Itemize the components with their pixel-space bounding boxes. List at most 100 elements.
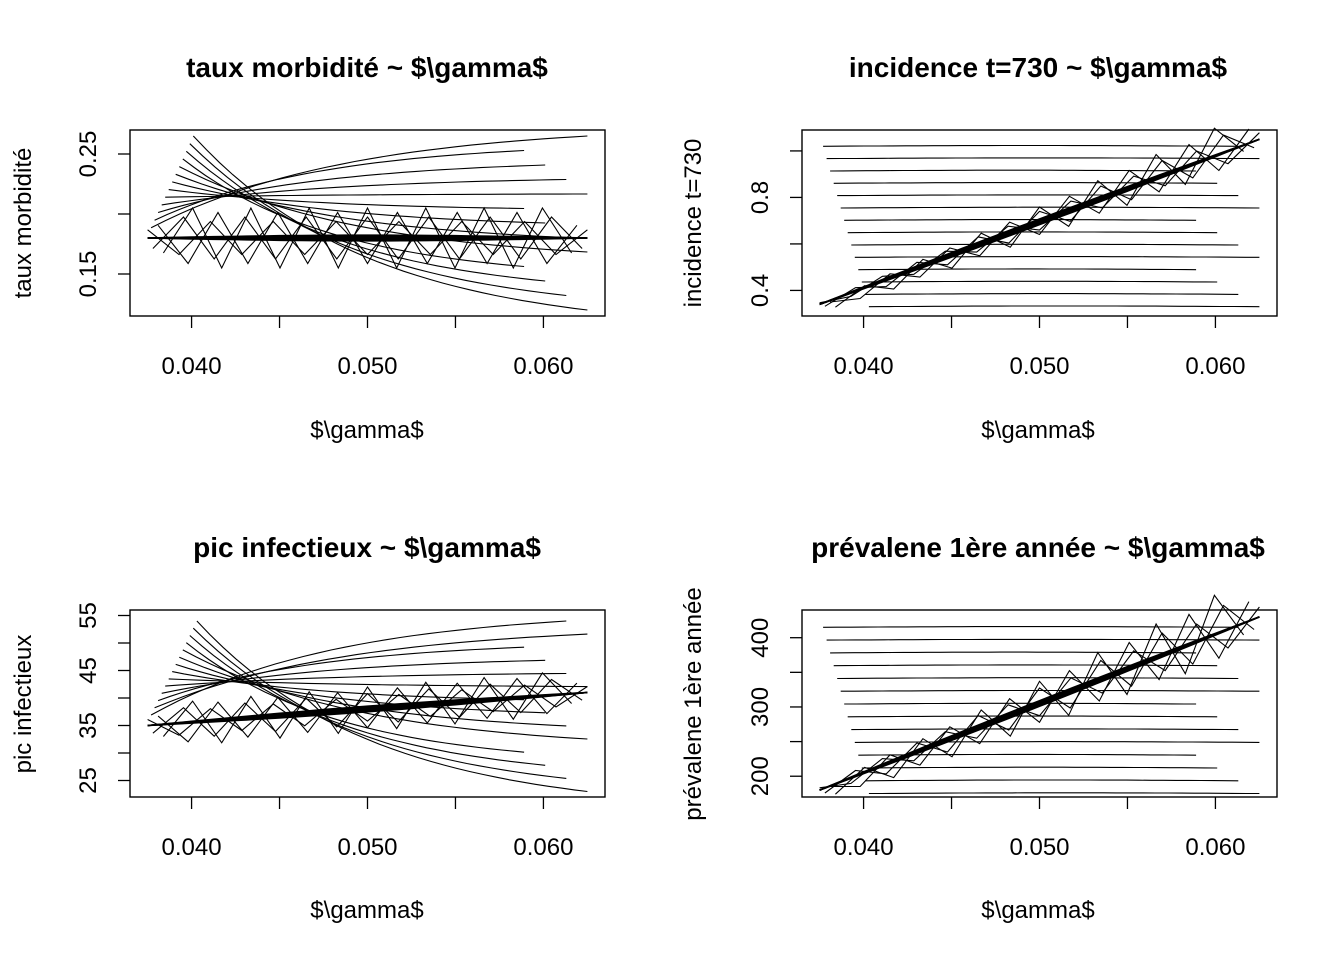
fan-line (823, 144, 1239, 147)
panel-prevalence: prévalene 1ère année ~ $\gamma$ $\gamma$… (680, 532, 1278, 924)
fan-line (154, 633, 588, 709)
zigzag-line (835, 127, 1244, 308)
zigzag-line (157, 677, 578, 743)
x-tick-label: 0.060 (513, 834, 573, 861)
fan-line (826, 157, 1260, 160)
trend-line (147, 234, 588, 239)
fan-line (150, 135, 588, 229)
axis-ticks: 0.040 0.050 0.060 200 300 400 (747, 618, 1245, 861)
fan-line (851, 243, 1239, 246)
zigzag-line (147, 684, 588, 736)
zigzag-line (152, 678, 583, 737)
fan-line (865, 779, 1239, 782)
fan-line (165, 193, 588, 198)
zigzag-line (830, 601, 1250, 788)
fan-line (868, 792, 1260, 795)
trend-line (147, 691, 588, 727)
fan-line (172, 181, 546, 224)
zigzag-line (162, 206, 573, 270)
y-tick-label: 45 (75, 657, 102, 684)
fan-line (840, 206, 1260, 209)
fan-line (844, 219, 1197, 221)
y-tick-label: 35 (75, 712, 102, 739)
x-tick-label: 0.050 (337, 353, 397, 380)
zigzag-line (162, 672, 572, 744)
x-tick-label: 0.060 (1185, 353, 1245, 380)
fan-line (861, 280, 1218, 283)
x-tick-label: 0.040 (834, 834, 894, 861)
y-tick-label: 300 (747, 687, 774, 727)
y-tick-label: 0.25 (75, 131, 102, 178)
zigzag-line (830, 128, 1250, 303)
chart-title: prévalene 1ère année ~ $\gamma$ (811, 532, 1265, 563)
fan-line (868, 305, 1260, 308)
series-lines (819, 127, 1260, 308)
y-tick-label: 400 (747, 618, 774, 658)
fan-line (165, 672, 567, 687)
series-lines (147, 620, 588, 793)
axis-ticks: 0.040 0.050 0.060 0.15 0.25 (75, 131, 573, 380)
fan-line (157, 646, 525, 702)
zigzag-line (152, 216, 583, 260)
x-axis-label: $\gamma$ (310, 417, 423, 444)
fan-line (865, 293, 1239, 295)
chart-title: incidence t=730 ~ $\gamma$ (849, 52, 1228, 83)
fan-line (844, 702, 1197, 705)
fan-line (161, 659, 546, 694)
x-axis-label: $\gamma$ (981, 417, 1094, 444)
y-tick-label: 25 (75, 767, 102, 794)
panel-taux-morbidite: taux morbidité ~ $\gamma$ $\gamma$ taux … (10, 52, 606, 444)
x-tick-label: 0.060 (513, 353, 573, 380)
x-tick-label: 0.060 (1185, 834, 1245, 861)
zigzag-line (819, 606, 1260, 789)
plot-frame (129, 609, 606, 798)
y-tick-label: 0.15 (75, 251, 102, 298)
y-tick-label: 0.8 (747, 181, 774, 214)
fan-line (833, 664, 1218, 667)
chart-title: pic infectieux ~ $\gamma$ (193, 532, 541, 563)
fan-line (854, 741, 1260, 743)
axis-ticks: 0.040 0.050 0.060 25 35 45 55 (75, 602, 573, 861)
x-axis-label: $\gamma$ (310, 897, 423, 924)
y-axis-label: pic infectieux (10, 635, 37, 774)
fan-line (851, 728, 1239, 731)
x-tick-label: 0.040 (162, 353, 222, 380)
y-tick-label: 55 (75, 602, 102, 629)
fan-line (830, 169, 1197, 172)
fan-line (161, 178, 567, 206)
fan-line (150, 620, 567, 716)
fan-line (830, 651, 1197, 654)
fan-line (823, 626, 1239, 628)
fan-line (854, 256, 1260, 258)
x-axis-label: $\gamma$ (981, 897, 1094, 924)
zigzag-line (157, 211, 578, 265)
x-tick-label: 0.050 (1009, 834, 1069, 861)
panel-incidence: incidence t=730 ~ $\gamma$ $\gamma$ inci… (680, 52, 1278, 444)
fan-line (840, 689, 1260, 692)
y-axis-label: prévalene 1ère année (680, 587, 707, 821)
y-axis-label: taux morbidité (10, 148, 37, 299)
panel-pic-infectieux: pic infectieux ~ $\gamma$ $\gamma$ pic i… (10, 532, 606, 924)
fan-line (175, 663, 546, 714)
series-lines (819, 594, 1260, 795)
fan-line (833, 182, 1218, 184)
zigzag-line (824, 134, 1255, 307)
fan-line (154, 149, 525, 221)
fan-line (826, 638, 1260, 641)
axis-ticks: 0.040 0.050 0.060 0.4 0.8 (747, 150, 1245, 380)
zigzag-line (147, 220, 588, 256)
fan-line (837, 194, 1239, 197)
chart-title: taux morbidité ~ $\gamma$ (186, 52, 548, 83)
fan-line (168, 189, 525, 210)
fan-line (861, 766, 1218, 769)
fan-line (837, 677, 1239, 680)
y-tick-label: 0.4 (747, 274, 774, 307)
zigzag-line (819, 132, 1260, 304)
x-tick-label: 0.050 (1009, 353, 1069, 380)
y-tick-label: 200 (747, 756, 774, 796)
zigzag-line (835, 594, 1245, 795)
zigzag-line (824, 604, 1255, 794)
y-axis-label: incidence t=730 (680, 139, 707, 308)
series-lines (147, 135, 588, 311)
